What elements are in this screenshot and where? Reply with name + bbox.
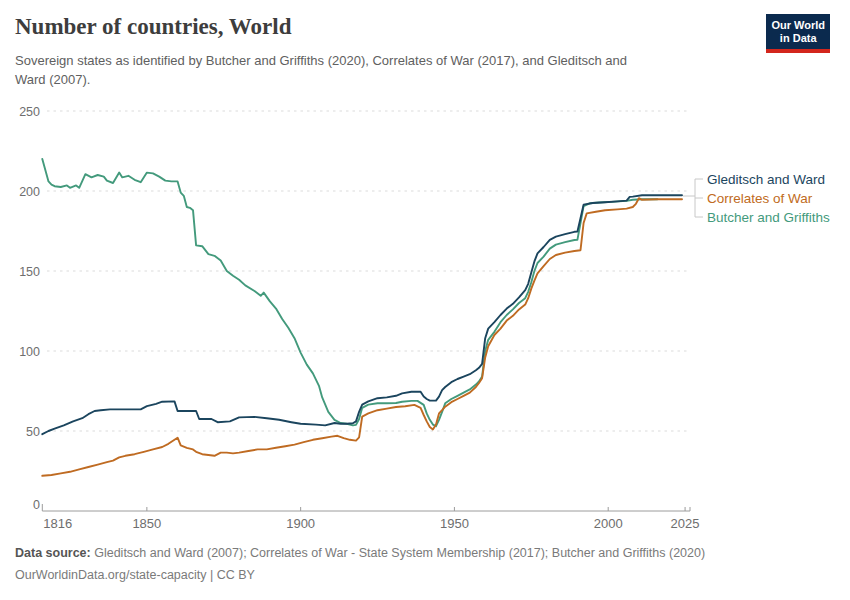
legend-connector [683, 179, 703, 217]
chart-svg: 0 50 100 150 200 250 1816 1850 1900 1950 2000 2025 G… [0, 0, 850, 600]
y-axis-label-100: 100 [19, 345, 40, 359]
y-axis-label-0: 0 [33, 498, 40, 512]
chart-footer: Data source: Gleditsch and Ward (2007); … [15, 543, 705, 586]
legend-label-butcher-and-griffiths[interactable]: Butcher and Griffiths [707, 210, 830, 225]
series-line-gleditsch-and-ward[interactable] [42, 195, 682, 434]
data-source-label: Data source: [15, 546, 91, 560]
url-text: OurWorldinData.org/state-capacity | CC B… [15, 568, 255, 582]
x-axis-label-2025: 2025 [671, 516, 700, 531]
x-axis-label-1816: 1816 [43, 516, 72, 531]
x-axis-label-1850: 1850 [132, 516, 161, 531]
y-axis-label-250: 250 [19, 105, 40, 119]
legend-label-correlates-of-war[interactable]: Correlates of War [707, 191, 813, 206]
y-axis-label-50: 50 [26, 425, 40, 439]
legend-label-gleditsch-and-ward[interactable]: Gleditsch and Ward [707, 172, 825, 187]
x-axis-label-1900: 1900 [286, 516, 315, 531]
y-axis-label-200: 200 [19, 185, 40, 199]
x-axis-label-1950: 1950 [440, 516, 469, 531]
y-axis-label-150: 150 [19, 265, 40, 279]
x-axis-label-2000: 2000 [594, 516, 623, 531]
url-line[interactable]: OurWorldinData.org/state-capacity | CC B… [15, 565, 705, 587]
data-source-text: Gleditsch and Ward (2007); Correlates of… [94, 546, 705, 560]
series-line-butcher-and-griffiths[interactable] [42, 159, 657, 426]
series-line-correlates-of-war[interactable] [42, 198, 682, 476]
data-source-line: Data source: Gleditsch and Ward (2007); … [15, 543, 705, 565]
